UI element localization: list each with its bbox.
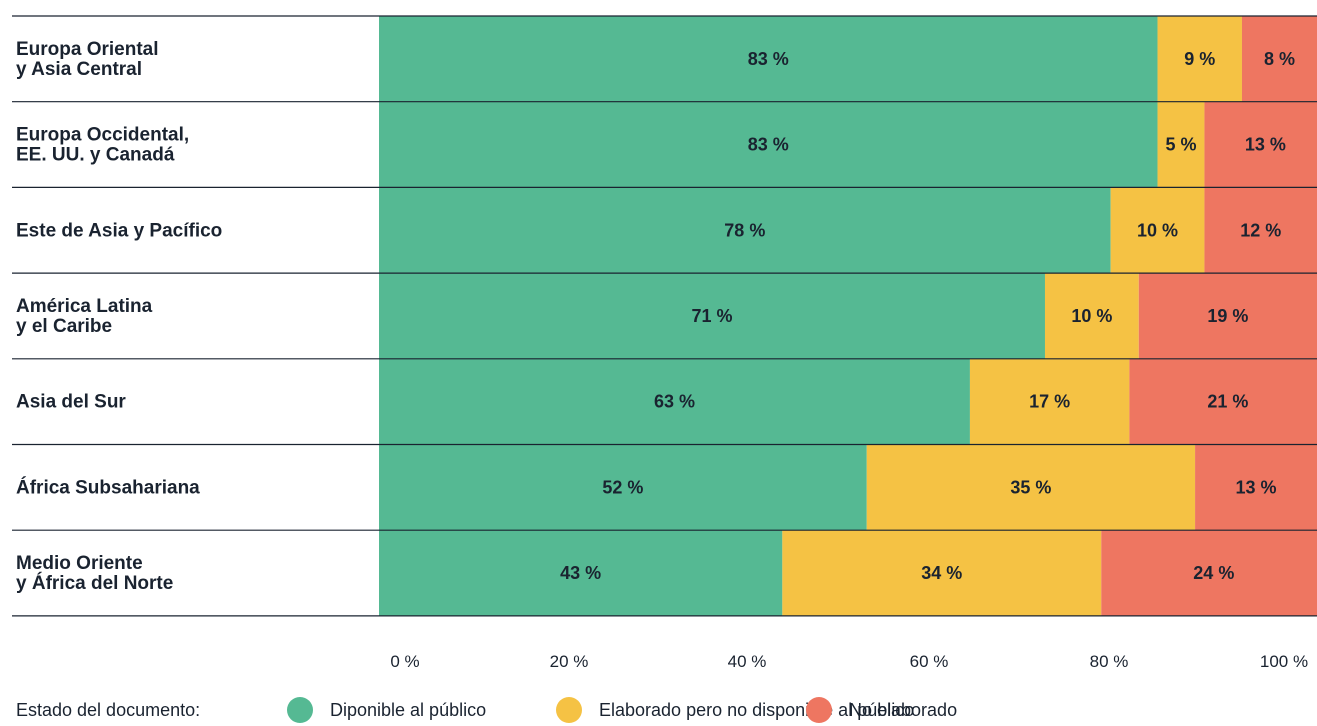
value-label-1-series-2: 9 % [1184,49,1215,69]
category-label-4: América Latina y el Caribe [16,296,153,337]
bar-segment-1-series-1 [379,16,1158,102]
value-label-3-series-3: 12 % [1240,220,1281,240]
value-label-4-series-3: 19 % [1207,306,1248,326]
bar-segment-2-series-2 [1157,101,1205,188]
value-label-2-series-2: 5 % [1165,135,1196,155]
value-label-1-series-1: 83 % [748,49,789,69]
value-label-7-series-3: 24 % [1193,563,1234,583]
bar-segment-1-series-2 [1157,16,1242,102]
bar-segment-3-series-3 [1204,187,1317,274]
value-label-7-series-1: 43 % [560,563,601,583]
value-label-6-series-2: 35 % [1010,477,1051,497]
category-label-2: Europa Occidental, EE. UU. y Canadá [16,125,189,166]
value-label-6-series-1: 52 % [602,477,643,497]
bar-segment-4-series-1 [379,273,1045,359]
value-label-3-series-2: 10 % [1137,220,1178,240]
value-label-5-series-3: 21 % [1207,392,1248,412]
x-axis-tick-labels: 0 % 20 % 40 % 60 % 80 % 100 % [390,652,1308,671]
x-tick-label-5: 80 % [1090,652,1129,671]
value-label-5-series-2: 17 % [1029,392,1070,412]
legend-swatch-2 [556,697,582,723]
x-tick-label-2: 20 % [550,652,589,671]
legend-label-1: Diponible al público [330,700,486,720]
value-label-7-series-2: 34 % [921,563,962,583]
bar-segment-5-series-1 [379,358,970,445]
bar-segment-2-series-3 [1204,101,1317,188]
bar-segment-3-series-1 [379,187,1111,274]
bar-segment-6-series-2 [866,444,1196,531]
bar-segment-7-series-2 [782,530,1102,616]
bar-segment-2-series-1 [379,101,1158,188]
bar-segment-5-series-2 [969,358,1130,445]
legend-swatch-3 [806,697,832,723]
x-tick-label-3: 40 % [728,652,767,671]
bar-segment-6-series-3 [1195,444,1317,531]
x-tick-label-4: 60 % [910,652,949,671]
category-label-6: África Subsahariana [16,476,200,498]
bar-segment-6-series-1 [379,444,867,531]
bar-segment-7-series-1 [379,530,783,616]
category-labels: Europa Oriental y Asia Central Europa Occi… [16,39,222,594]
x-tick-label-1: 0 % [390,652,419,671]
category-label-1: Europa Oriental y Asia Central [16,39,159,80]
category-label-5: Asia del Sur [16,392,126,413]
value-label-4-series-1: 71 % [691,306,732,326]
bar-segment-4-series-2 [1044,273,1139,359]
value-label-3-series-1: 78 % [724,220,765,240]
value-labels: 83 % 9 % 8 % 83 % 5 % 13 % 78 % 10 % 12 % 71 % 10 … [560,49,1295,583]
value-label-6-series-3: 13 % [1236,477,1277,497]
legend-swatch-1 [287,697,313,723]
x-tick-label-6: 100 % [1260,652,1308,671]
legend-label-3: No elaborado [849,700,957,720]
legend-title: Estado del documento: [16,700,200,720]
legend-label-2: Elaborado pero no disponible al público [599,700,914,720]
bar-segment-1-series-3 [1241,16,1317,102]
category-label-7: Medio Oriente y África del Norte [16,553,173,594]
value-label-1-series-3: 8 % [1264,49,1295,69]
bar-segment-3-series-2 [1110,187,1205,274]
value-label-4-series-2: 10 % [1071,306,1112,326]
bars-group [379,16,1317,616]
value-label-2-series-3: 13 % [1245,135,1286,155]
bar-segment-5-series-3 [1129,358,1317,445]
bar-segment-7-series-3 [1101,530,1317,616]
bar-segment-4-series-3 [1138,273,1317,359]
value-label-5-series-1: 63 % [654,392,695,412]
category-label-3: Este de Asia y Pacífico [16,220,222,241]
legend: Estado del documento: Diponible al públi… [16,697,957,723]
row-dividers [12,15,1317,617]
value-label-2-series-1: 83 % [748,135,789,155]
